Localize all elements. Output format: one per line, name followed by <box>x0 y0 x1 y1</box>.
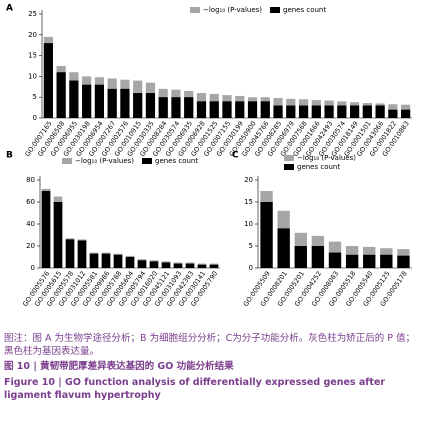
legend-swatch <box>284 155 294 161</box>
y-tick-label: 0 <box>249 264 253 272</box>
bar <box>53 202 63 268</box>
y-tick-label: 0 <box>31 264 35 272</box>
bar <box>82 84 92 118</box>
legend-swatch <box>62 158 72 164</box>
bar <box>277 228 290 268</box>
bar <box>362 105 372 118</box>
y-tick-label: 5 <box>33 93 37 101</box>
y-tick-label: 80 <box>26 176 35 184</box>
y-tick-label: 20 <box>244 176 253 184</box>
legend-swatch <box>142 158 152 164</box>
bar <box>196 101 207 118</box>
bar <box>161 262 171 268</box>
bar <box>89 253 99 268</box>
bar <box>324 105 334 118</box>
legend-label: genes count <box>155 157 198 165</box>
bar <box>185 263 195 268</box>
legend-label: genes count <box>297 163 340 171</box>
bar <box>209 264 219 268</box>
bar <box>133 93 143 118</box>
y-tick-label: 25 <box>28 10 37 18</box>
bar <box>273 105 283 118</box>
bar <box>349 105 360 118</box>
panel-label: C <box>232 151 239 161</box>
bar <box>120 88 130 118</box>
y-tick-label: 15 <box>28 52 37 60</box>
y-tick-label: 10 <box>244 220 253 228</box>
panel-label: B <box>6 151 13 161</box>
bar <box>397 255 410 268</box>
bar <box>43 43 53 119</box>
y-tick-label: 40 <box>26 220 35 228</box>
bar <box>345 254 359 268</box>
legend-swatch <box>270 7 280 13</box>
caption-title-en: Figure 10 | GO function analysis of diff… <box>4 377 386 401</box>
bar <box>388 109 398 118</box>
y-tick-label: 0 <box>33 114 37 122</box>
bar <box>56 72 66 118</box>
bar <box>328 252 342 268</box>
bar <box>235 101 245 118</box>
y-tick-label: 15 <box>244 198 253 206</box>
bar <box>184 97 194 118</box>
bar <box>260 101 270 118</box>
bar <box>197 264 207 268</box>
bar <box>107 88 117 118</box>
bar <box>69 80 79 118</box>
bar <box>311 246 325 268</box>
bar <box>137 260 147 268</box>
legend-label: −log₁₀ (P-values) <box>75 157 134 165</box>
bar <box>149 261 159 268</box>
y-tick-label: 20 <box>26 242 35 250</box>
bar <box>286 105 296 118</box>
bar <box>101 253 111 268</box>
legend-label: −log₁₀ (P-values) <box>203 6 262 14</box>
legend-label: −log₁₀ (P-values) <box>297 154 356 162</box>
y-tick-label: 5 <box>249 242 253 250</box>
bar <box>260 202 273 268</box>
bar <box>65 239 75 268</box>
bar <box>311 105 321 118</box>
legend-label: genes count <box>283 6 326 14</box>
bar <box>209 101 219 118</box>
bar <box>247 101 258 118</box>
bar <box>173 263 183 268</box>
bar <box>294 246 307 268</box>
legend-swatch <box>190 7 200 13</box>
bar <box>113 254 123 268</box>
bar <box>298 105 309 118</box>
bar <box>145 93 156 118</box>
bar <box>375 105 385 118</box>
bar <box>401 109 411 118</box>
caption-note: 图注：图 A 为生物学途径分析；B 为细胞组分分析；C为分子功能分析。灰色柱为矫… <box>4 333 415 357</box>
bar <box>171 97 181 118</box>
bar <box>363 254 376 268</box>
bar <box>222 101 232 118</box>
panel-label: A <box>6 4 13 14</box>
bar <box>158 97 168 118</box>
legend-swatch <box>284 164 294 170</box>
bar <box>77 240 87 268</box>
y-tick-label: 20 <box>28 31 37 39</box>
y-tick-label: 10 <box>28 72 37 80</box>
bar <box>337 105 347 118</box>
caption-title-cn: 图 10 | 黄韧带肥厚差异表达基因的 GO 功能分析结果 <box>4 361 234 372</box>
y-tick-label: 60 <box>26 198 35 206</box>
bar <box>94 84 105 118</box>
bar <box>41 191 51 268</box>
bar <box>125 257 135 268</box>
bar <box>380 254 393 268</box>
